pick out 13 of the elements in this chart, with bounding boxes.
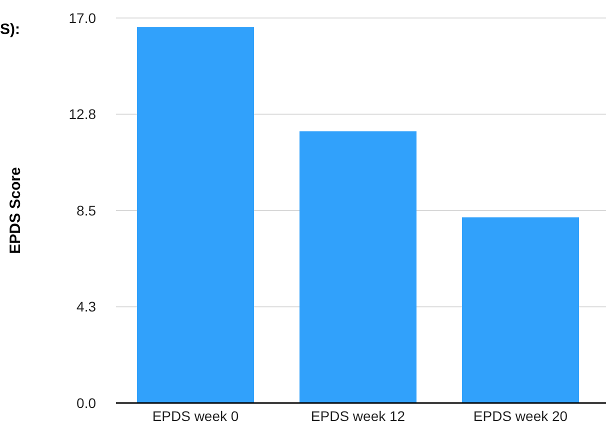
bar (300, 131, 416, 403)
x-tick-label: EPDS week 20 (473, 408, 568, 424)
x-tick-label: EPDS week 12 (310, 408, 406, 424)
y-tick-label: 4.3 (76, 298, 96, 315)
x-tick-label: EPDS week 0 (152, 408, 239, 424)
y-axis-title: EPDS Score (7, 167, 24, 254)
chart-title: S): (0, 21, 20, 38)
bar (137, 27, 254, 403)
y-tick-label: 0.0 (76, 394, 96, 411)
bar (462, 217, 579, 403)
y-tick-label: 8.5 (76, 202, 96, 218)
y-tick-label: 17.0 (68, 10, 96, 26)
y-tick-label: 12.8 (68, 106, 96, 122)
